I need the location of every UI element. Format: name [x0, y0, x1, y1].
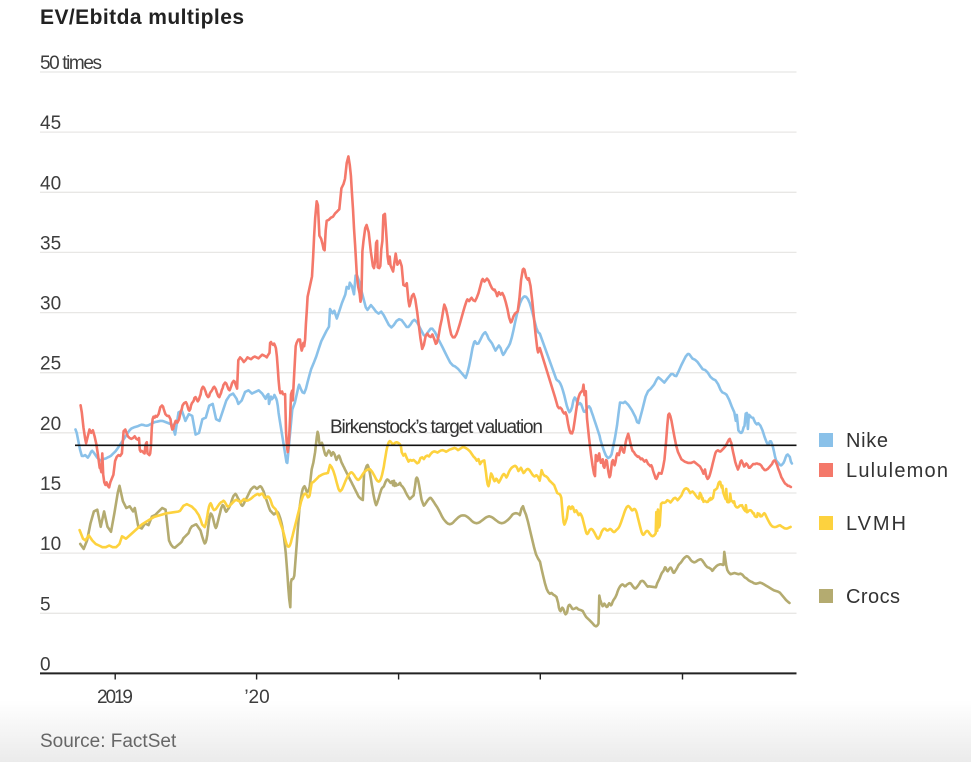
svg-text:2019: 2019 [97, 687, 133, 708]
svg-text:35: 35 [40, 233, 61, 254]
svg-text:Nike: Nike [846, 430, 888, 452]
svg-text:Crocs: Crocs [846, 586, 900, 608]
svg-text:Lululemon: Lululemon [846, 460, 948, 482]
svg-text:0: 0 [40, 654, 51, 675]
svg-text:20: 20 [40, 414, 61, 435]
svg-text:LVMH: LVMH [846, 513, 906, 535]
svg-text:15: 15 [40, 474, 61, 495]
svg-text:Source: FactSet: Source: FactSet [40, 731, 177, 752]
svg-text:25: 25 [40, 354, 61, 375]
svg-text:5: 5 [40, 594, 51, 615]
svg-text:40: 40 [40, 173, 61, 194]
svg-text:45: 45 [40, 113, 61, 134]
svg-text:Birkenstock’s target valuation: Birkenstock’s target valuation [330, 417, 543, 438]
svg-text:50 times: 50 times [40, 53, 102, 74]
svg-text:EV/Ebitda multiples: EV/Ebitda multiples [40, 6, 244, 29]
svg-text:30: 30 [40, 294, 61, 315]
svg-text:10: 10 [40, 534, 61, 555]
svg-text:’20: ’20 [244, 687, 269, 708]
